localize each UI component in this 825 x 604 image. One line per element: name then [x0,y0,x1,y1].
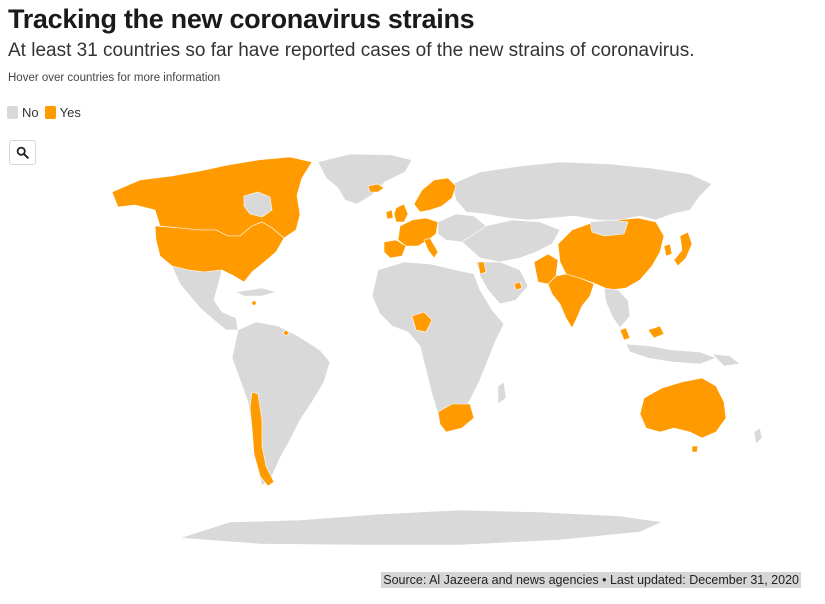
country-madagascar[interactable] [497,381,507,405]
map-subtitle: At least 31 countries so far have report… [8,40,695,61]
legend-item-no[interactable]: No [7,105,39,120]
map-title: Tracking the new coronavirus strains [8,4,475,34]
country-jamaica[interactable] [251,300,257,306]
magnifier-icon [16,146,29,159]
country-iceland[interactable] [367,183,385,193]
country-mongolia[interactable] [589,219,629,237]
country-mexico[interactable] [171,265,239,331]
country-ireland[interactable] [385,209,394,220]
region-africa[interactable] [371,261,505,429]
country-nigeria[interactable] [411,311,433,333]
country-australia[interactable] [639,377,727,439]
country-greenland[interactable] [317,153,413,205]
source-note: Source: Al Jazeera and news agencies • L… [381,572,801,588]
region-southeast-asia[interactable] [603,287,631,329]
legend-label-yes: Yes [59,105,81,120]
country-south-korea[interactable] [663,243,673,257]
country-malaysia-borneo[interactable] [647,325,665,339]
region-arabian-peninsula[interactable] [475,261,529,305]
country-new-zealand[interactable] [753,427,763,445]
legend-label-no: No [22,105,39,120]
country-india[interactable] [547,273,595,329]
country-spain-portugal[interactable] [383,239,407,259]
country-south-america[interactable] [231,321,331,487]
country-united-arab-emirates[interactable] [513,281,523,291]
country-papua-new-guinea[interactable] [711,353,741,367]
country-chile[interactable] [249,391,275,487]
region-central-asia[interactable] [461,219,561,263]
legend-swatch-yes [44,106,56,119]
country-south-africa[interactable] [437,403,475,433]
country-malaysia[interactable] [619,327,631,341]
hover-hint: Hover over countries for more informatio… [8,72,221,84]
country-russia[interactable] [451,161,713,221]
search-button[interactable] [9,140,36,165]
country-united-kingdom[interactable] [393,203,409,223]
country-canada[interactable] [111,156,313,239]
country-norway-sweden-finland[interactable] [413,177,457,213]
country-levant[interactable] [477,261,487,275]
country-australia-tasmania[interactable] [691,445,699,453]
region-caribbean[interactable] [235,287,278,297]
legend: No Yes [7,105,87,120]
world-map-svg [111,153,763,546]
lake-hudson-bay [243,191,273,218]
country-japan[interactable] [673,231,693,267]
country-italy[interactable] [423,237,439,259]
country-trinidad-and-tobago[interactable] [283,330,289,336]
region-antarctica [179,509,664,546]
world-map[interactable] [0,150,825,555]
legend-item-yes[interactable]: Yes [44,105,81,120]
country-indonesia[interactable] [625,343,717,365]
legend-swatch-no [7,106,18,119]
